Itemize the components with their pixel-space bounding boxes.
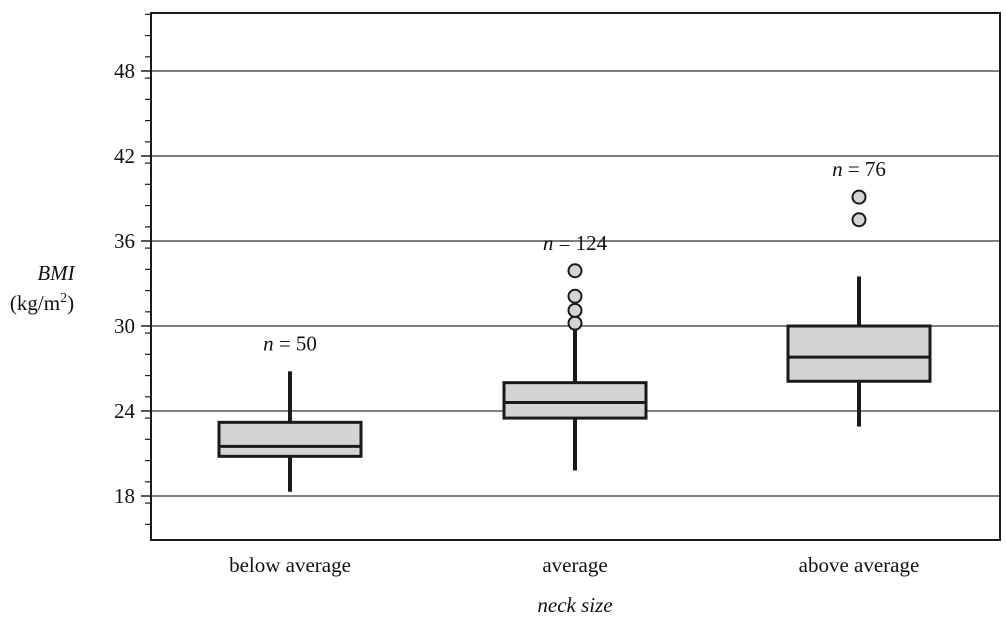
y-tick-label: 42 [114, 144, 135, 168]
y-axis-ticks: 18 24 30 36 42 48 [114, 13, 151, 525]
y-axis-unit: (kg/m2) [10, 291, 74, 315]
y-tick-label: 36 [114, 229, 135, 253]
outlier-point [851, 189, 867, 205]
sample-size-label: n = 124 [543, 231, 608, 255]
outlier-point [851, 212, 867, 228]
plot-frame [150, 12, 1001, 541]
y-tick-label: 24 [114, 399, 136, 423]
x-category-label: below average [229, 553, 351, 577]
outlier-point [567, 302, 583, 318]
box-group: n = 124 average [502, 231, 648, 577]
box-group: n = 76 above average [786, 157, 932, 577]
iqr-box [502, 381, 648, 420]
y-tick-label: 18 [114, 484, 135, 508]
outlier-point [567, 315, 583, 331]
y-tick-label: 30 [114, 314, 135, 338]
sample-size-label: n = 50 [263, 331, 317, 355]
sample-size-label: n = 76 [832, 157, 886, 181]
y-axis-unit-text: (kg/m [10, 291, 60, 315]
y-tick-label: 48 [114, 59, 135, 83]
box-group: n = 50 below average [217, 331, 363, 577]
y-axis-unit-close: ) [67, 291, 74, 315]
x-category-label: average [542, 553, 607, 577]
y-axis-unit-superscript: 2 [60, 291, 67, 306]
x-category-label: above average [799, 553, 920, 577]
box-series: n = 50 below average n = 124 average n = 76 a… [217, 157, 932, 577]
iqr-box [786, 324, 932, 383]
outlier-point [567, 288, 583, 304]
x-axis-title: neck size [537, 593, 612, 617]
y-axis-title: BMI [37, 261, 75, 285]
outlier-point [567, 263, 583, 279]
iqr-box [217, 420, 363, 458]
